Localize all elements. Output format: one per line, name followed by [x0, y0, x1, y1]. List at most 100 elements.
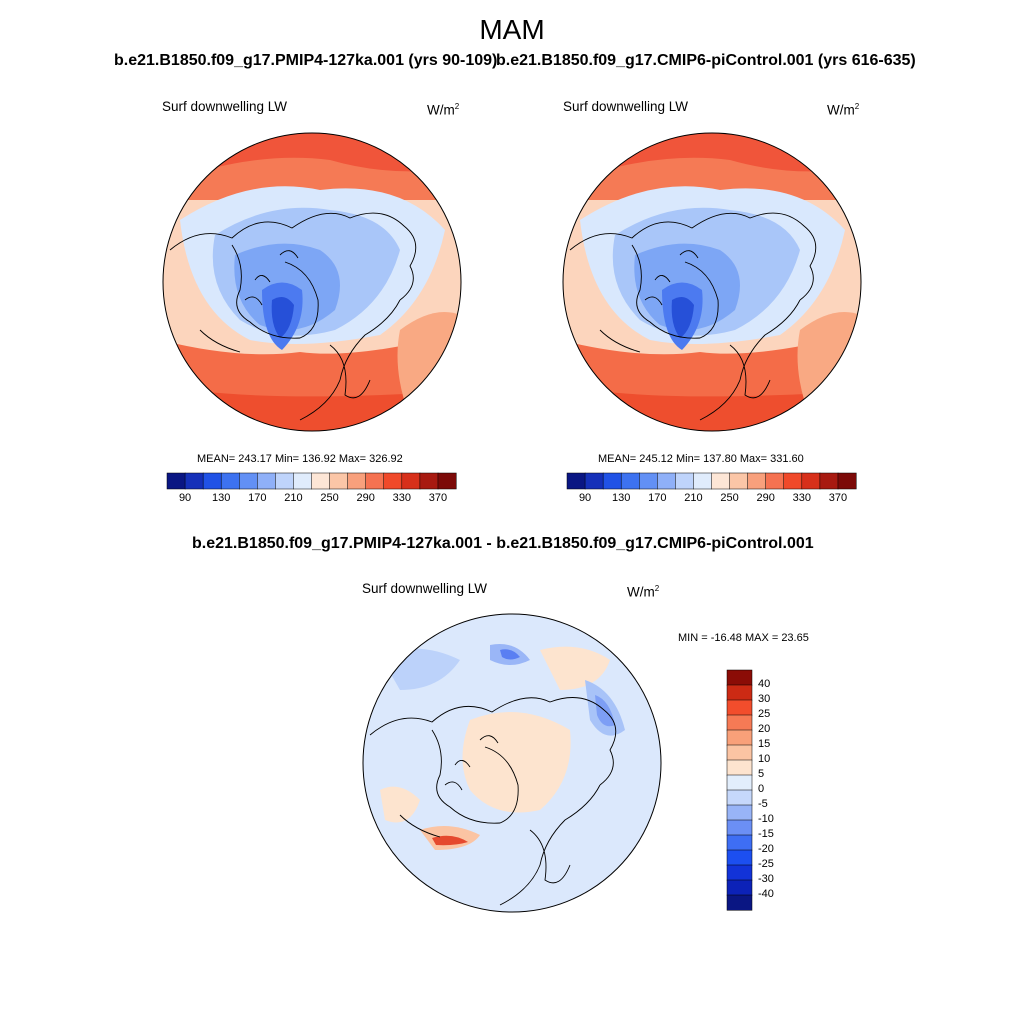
- colorbar-swatch: [819, 472, 839, 490]
- colorbar-tick-label: -15: [758, 828, 774, 840]
- colorbar-swatch: [729, 472, 749, 490]
- right-variable-label: Surf downwelling LW: [563, 99, 689, 114]
- diff-polar-map: [363, 614, 661, 912]
- colorbar-swatch: [726, 879, 753, 896]
- right-units-exp: 2: [854, 102, 860, 111]
- colorbar-tick-label: -20: [758, 843, 774, 855]
- colorbar-swatch: [239, 472, 258, 490]
- diff-units-label: W/m2: [627, 584, 659, 600]
- colorbar-swatch: [220, 472, 240, 490]
- colorbar-tick-label: 250: [720, 492, 739, 504]
- colorbar-swatch: [584, 472, 604, 490]
- left-units-exp: 2: [454, 102, 460, 111]
- colorbar-swatch: [184, 472, 204, 490]
- colorbar-swatch: [639, 472, 658, 490]
- right-coastlines: [569, 212, 817, 421]
- colorbar-tick-label: 330: [792, 492, 811, 504]
- colorbar-swatch: [726, 834, 753, 851]
- colorbar-swatch: [620, 472, 640, 490]
- colorbar-swatch: [693, 472, 713, 490]
- left-stats: MEAN= 243.17 Min= 136.92 Max= 326.92: [197, 453, 403, 465]
- left-units-label: W/m2: [427, 102, 459, 118]
- colorbar-tick-label: 170: [248, 492, 267, 504]
- diff-units-exp: 2: [654, 584, 660, 593]
- colorbar-swatch: [801, 472, 821, 490]
- colorbar-tick-label: 130: [612, 492, 631, 504]
- colorbar-tick-label: 290: [756, 492, 775, 504]
- colorbar-tick-label: -40: [758, 888, 774, 900]
- diff-stats: MIN = -16.48 MAX = 23.65: [678, 632, 809, 644]
- right-panel-title: b.e21.B1850.f09_g17.CMIP6-piControl.001 …: [496, 52, 916, 69]
- right-units-base: W/m: [827, 102, 855, 118]
- left-coastlines: [169, 212, 417, 421]
- colorbar-swatch: [726, 714, 753, 731]
- left-colorbar: [166, 472, 457, 490]
- colorbar-tick-label: 30: [758, 693, 771, 705]
- colorbar-swatch: [747, 472, 767, 490]
- diff-colorbar: [726, 669, 753, 911]
- left-variable-label: Surf downwelling LW: [162, 99, 288, 114]
- colorbar-swatch: [726, 894, 753, 911]
- left-map-border: [162, 132, 462, 432]
- colorbar-swatch: [726, 864, 753, 881]
- colorbar-swatch: [257, 472, 276, 490]
- colorbar-tick-label: 40: [758, 678, 771, 690]
- colorbar-tick-label: 25: [758, 708, 771, 720]
- colorbar-tick-label: 5: [758, 768, 765, 780]
- colorbar-swatch: [726, 774, 753, 791]
- right-colorbar: [566, 472, 857, 490]
- right-units-label: W/m2: [827, 102, 859, 118]
- colorbar-swatch: [765, 472, 785, 490]
- colorbar-swatch: [566, 472, 586, 490]
- colorbar-tick-label: 10: [758, 753, 771, 765]
- colorbar-swatch: [837, 472, 857, 490]
- right-stats: MEAN= 245.12 Min= 137.80 Max= 331.60: [598, 453, 804, 465]
- colorbar-swatch: [365, 472, 385, 490]
- colorbar-tick-label: 130: [212, 492, 231, 504]
- colorbar-swatch: [437, 472, 457, 490]
- colorbar-tick-label: 90: [578, 492, 592, 504]
- colorbar-tick-label: -5: [758, 798, 768, 810]
- colorbar-swatch: [202, 472, 222, 490]
- colorbar-swatch: [726, 729, 753, 746]
- diff-panel-title: b.e21.B1850.f09_g17.PMIP4-127ka.001 - b.…: [192, 535, 814, 552]
- colorbar-tick-label: 90: [178, 492, 192, 504]
- colorbar-swatch: [726, 669, 753, 686]
- colorbar-swatch: [311, 472, 331, 490]
- colorbar-swatch: [783, 472, 803, 490]
- colorbar-tick-label: 370: [428, 492, 448, 504]
- colorbar-swatch: [602, 472, 622, 490]
- colorbar-tick-label: 250: [320, 492, 339, 504]
- colorbar-swatch: [383, 472, 403, 490]
- colorbar-swatch: [726, 819, 753, 836]
- colorbar-tick-label: 15: [758, 738, 771, 750]
- diff-variable-label: Surf downwelling LW: [362, 581, 488, 596]
- colorbar-swatch: [726, 744, 753, 761]
- colorbar-swatch: [293, 472, 313, 490]
- colorbar-swatch: [675, 472, 694, 490]
- season-title: MAM: [479, 14, 545, 45]
- colorbar-tick-label: 20: [758, 723, 771, 735]
- left-units-base: W/m: [427, 102, 455, 118]
- colorbar-tick-label: -30: [758, 873, 774, 885]
- colorbar-swatch: [726, 804, 753, 821]
- colorbar-tick-label: -25: [758, 858, 774, 870]
- diff-map-border: [362, 613, 662, 913]
- right-map-border: [562, 132, 862, 432]
- colorbar-tick-label: 0: [758, 783, 765, 795]
- colorbar-tick-label: -10: [758, 813, 774, 825]
- colorbar-swatch: [166, 472, 186, 490]
- colorbar-tick-label: 210: [684, 492, 703, 504]
- colorbar-swatch: [329, 472, 349, 490]
- colorbar-swatch: [711, 472, 731, 490]
- colorbar-tick-label: 330: [392, 492, 411, 504]
- colorbar-tick-label: 170: [648, 492, 667, 504]
- colorbar-swatch: [347, 472, 367, 490]
- colorbar-swatch: [275, 472, 294, 490]
- colorbar-tick-label: 290: [356, 492, 375, 504]
- colorbar-swatch: [401, 472, 421, 490]
- colorbar-tick-label: 370: [828, 492, 848, 504]
- colorbar-swatch: [419, 472, 439, 490]
- colorbar-swatch: [726, 789, 753, 806]
